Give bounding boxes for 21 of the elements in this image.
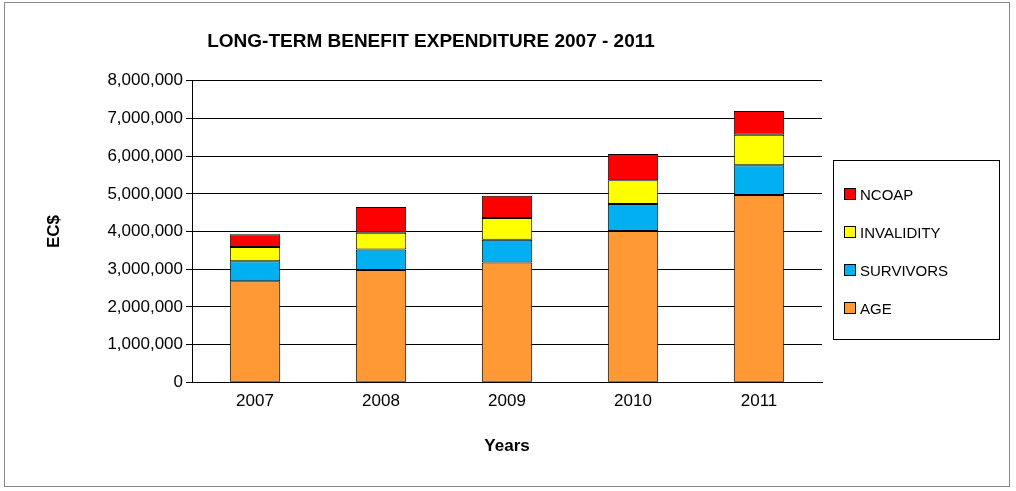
y-axis-title: EC$ — [43, 214, 63, 249]
y-tick-label: 7,000,000 — [107, 108, 184, 128]
x-tick-label: 2008 — [362, 391, 400, 411]
y-tick-label: 0 — [173, 371, 184, 391]
x-tick-label: 2009 — [488, 391, 526, 411]
y-tick-label: 2,000,000 — [107, 296, 184, 316]
legend-label: SURVIVORS — [860, 261, 949, 279]
x-axis-title: Years — [484, 436, 530, 456]
legend-label: NCOAP — [860, 185, 914, 203]
y-tick-label: 4,000,000 — [107, 221, 184, 241]
legend-label: INVALIDITY — [860, 223, 941, 241]
legend-label: AGE — [860, 299, 892, 317]
chart-title: LONG-TERM BENEFIT EXPENDITURE 2007 - 2011 — [207, 29, 656, 51]
y-tick-label: 6,000,000 — [107, 145, 184, 165]
x-tick-label: 2007 — [236, 391, 274, 411]
y-tick-label: 1,000,000 — [107, 334, 184, 354]
y-tick-label: 5,000,000 — [107, 183, 184, 203]
y-tick-label: 3,000,000 — [107, 258, 184, 278]
y-tick-label: 8,000,000 — [107, 70, 184, 90]
x-tick-label: 2011 — [740, 391, 778, 411]
x-tick-label: 2010 — [614, 391, 652, 411]
